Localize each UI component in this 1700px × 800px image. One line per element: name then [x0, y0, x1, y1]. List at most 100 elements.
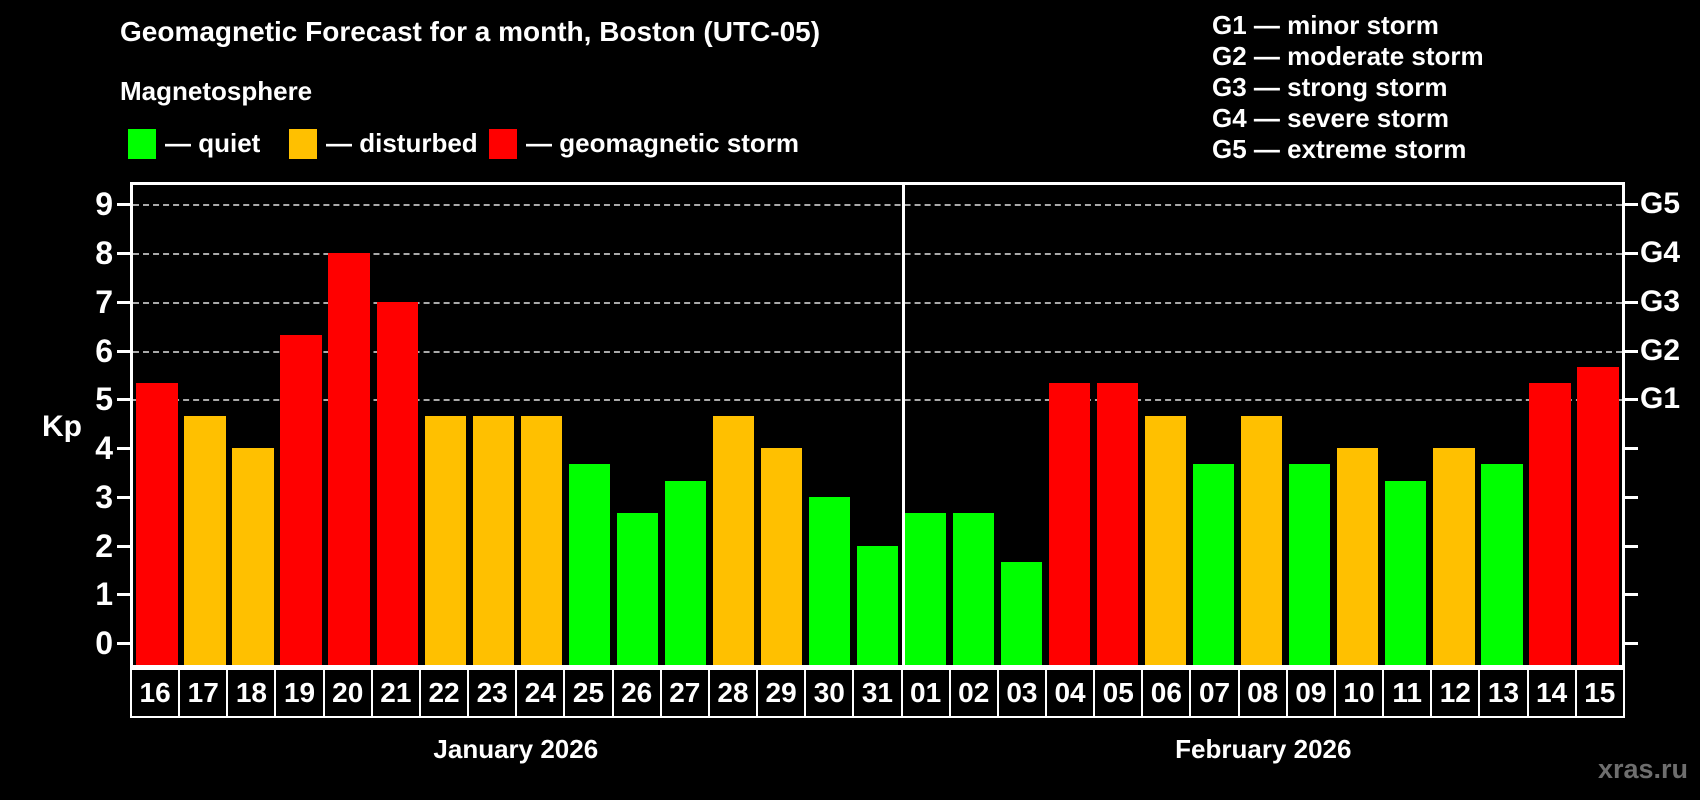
storm-scale-g4: G4 — severe storm: [1212, 103, 1450, 133]
kp-bar-day-13: [1481, 464, 1523, 665]
y-tick-right: [1625, 593, 1638, 597]
y-tick-left: [117, 349, 130, 353]
day-label-11: 11: [1382, 668, 1433, 718]
y-tick-left: [117, 447, 130, 451]
day-label-09: 09: [1285, 668, 1336, 718]
y-tick-label: 4: [95, 430, 113, 467]
y-tick-left: [117, 642, 130, 646]
kp-bar-day-09: [1289, 464, 1331, 665]
day-label-08: 08: [1237, 668, 1288, 718]
day-label-19: 19: [274, 668, 325, 718]
month-label-1: February 2026: [1175, 734, 1352, 764]
kp-bar-day-12: [1433, 448, 1475, 665]
y-tick-label: 1: [95, 576, 113, 613]
kp-bar-day-28: [712, 415, 755, 665]
y-tick-right: [1625, 203, 1638, 207]
y-axis-title: Kp: [42, 410, 82, 443]
y-tick-right: [1625, 544, 1638, 548]
kp-bar-day-20: [328, 253, 370, 665]
kp-bar-day-08: [1241, 415, 1283, 665]
day-label-10: 10: [1333, 668, 1385, 718]
legend-label-storm: — geomagnetic storm: [526, 128, 800, 158]
day-label-26: 26: [611, 668, 662, 718]
day-label-07: 07: [1189, 668, 1240, 718]
day-label-30: 30: [804, 668, 855, 718]
kp-bar-day-24: [520, 415, 562, 665]
storm-scale-legend: G1 — minor storm G2 — moderate storm G3 …: [1212, 10, 1484, 165]
gridline-kp-6: [133, 350, 1622, 353]
y-tick-left: [117, 398, 130, 402]
storm-scale-g3: G3 — strong storm: [1212, 72, 1448, 102]
gridline-kp-7: [133, 301, 1622, 304]
day-label-12: 12: [1430, 668, 1481, 718]
day-label-17: 17: [178, 668, 229, 718]
storm-swatch-icon: [489, 128, 517, 159]
quiet-swatch-icon: [128, 128, 156, 159]
kp-bar-day-25: [568, 464, 610, 665]
gridline-kp-8: [133, 253, 1622, 256]
y-tick-left: [117, 593, 130, 597]
g-scale-label-g5: G5: [1640, 187, 1681, 221]
g-scale-label-g4: G4: [1640, 236, 1681, 270]
y-tick-left: [117, 544, 130, 548]
y-tick-label: 3: [95, 478, 113, 515]
g-scale-label-g2: G2: [1640, 333, 1681, 367]
y-tick-right: [1625, 642, 1638, 646]
g-scale-label-g3: G3: [1640, 284, 1681, 318]
y-tick-right: [1625, 349, 1638, 353]
magnetosphere-label: Magnetosphere: [120, 76, 313, 106]
day-label-06: 06: [1141, 668, 1192, 718]
storm-scale-g2: G2 — moderate storm: [1212, 41, 1484, 71]
month-divider: [901, 185, 905, 665]
y-tick-left: [117, 203, 130, 207]
kp-bar-day-17: [184, 415, 226, 665]
day-label-28: 28: [707, 668, 759, 718]
y-tick-label: 7: [95, 283, 113, 320]
kp-bar-day-10: [1337, 448, 1379, 665]
disturbed-swatch-icon: [289, 128, 317, 159]
day-label-18: 18: [226, 668, 277, 718]
y-tick-right: [1625, 252, 1638, 256]
kp-bar-day-04: [1048, 383, 1091, 665]
month-label-0: January 2026: [433, 734, 599, 764]
y-tick-label: 2: [95, 527, 113, 564]
y-tick-label: 6: [95, 332, 113, 369]
day-label-16: 16: [130, 668, 181, 718]
y-tick-right: [1625, 300, 1638, 304]
day-label-25: 25: [563, 668, 614, 718]
day-label-24: 24: [515, 668, 566, 718]
legend-item-quiet: — quiet: [128, 128, 260, 159]
day-label-21: 21: [370, 668, 421, 718]
kp-bar-day-15: [1577, 366, 1619, 665]
plot-area: 0 1 2 3 4 5 6 7 8 9 G1 G2 G3 G4 G5: [95, 185, 1680, 665]
kp-bar-day-21: [376, 301, 418, 665]
day-label-14: 14: [1526, 668, 1577, 718]
kp-bar-day-16: [136, 383, 178, 665]
legend-item-storm: — geomagnetic storm: [489, 128, 799, 159]
day-label-29: 29: [756, 668, 807, 718]
legend-label-disturbed: — disturbed: [326, 128, 478, 158]
kp-bar-day-14: [1529, 383, 1571, 665]
legend-label-quiet: — quiet: [165, 128, 261, 158]
kp-bar-day-27: [664, 480, 706, 665]
y-tick-label: 0: [95, 625, 113, 662]
kp-bar-day-18: [232, 448, 274, 665]
y-tick-right: [1625, 447, 1638, 451]
y-tick-left: [117, 252, 130, 256]
day-label-02: 02: [948, 668, 999, 718]
day-label-01: 01: [900, 668, 951, 718]
kp-bar-day-07: [1193, 464, 1235, 665]
day-label-03: 03: [996, 668, 1047, 718]
day-label-04: 04: [1044, 668, 1096, 718]
day-label-31: 31: [852, 668, 903, 718]
y-tick-right: [1625, 495, 1638, 499]
legend-item-disturbed: — disturbed: [289, 128, 478, 159]
day-label-13: 13: [1478, 668, 1529, 718]
day-axis-row: 16 17 18 19 20 21 22 23 24 25 26 27 28 29 30 31 01 02 03 04…: [130, 668, 1625, 718]
page-title: Geomagnetic Forecast for a month, Boston…: [120, 16, 821, 47]
day-label-22: 22: [418, 668, 470, 718]
kp-bar-day-30: [808, 496, 851, 665]
kp-bar-day-03: [1000, 561, 1043, 665]
kp-bar-day-23: [472, 415, 514, 665]
